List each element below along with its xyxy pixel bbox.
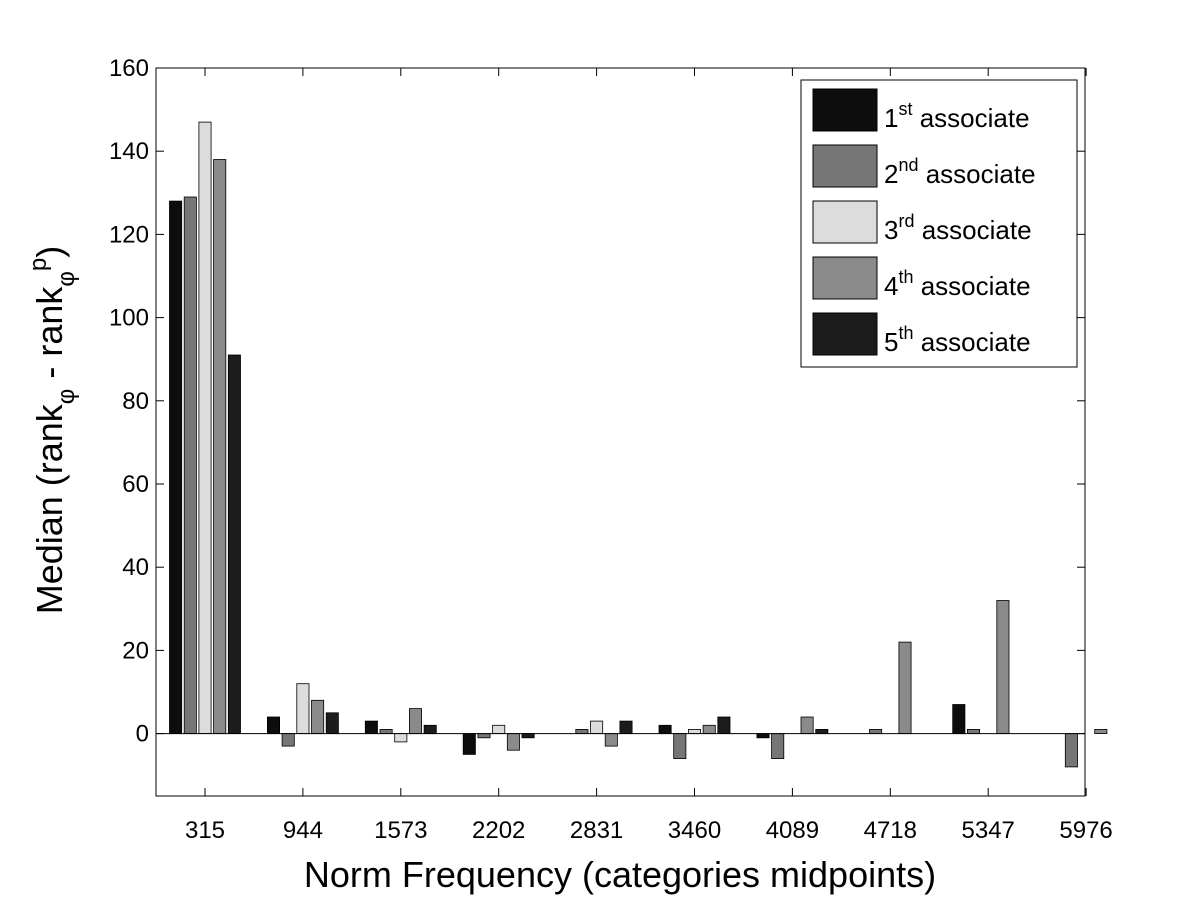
legend-swatch-2 bbox=[812, 144, 878, 188]
legend: 1st associate 2nd associate 3rd associate 4… bbox=[800, 79, 1078, 368]
bar-2-4089 bbox=[771, 733, 785, 759]
x-tick-label: 3460 bbox=[668, 817, 721, 844]
x-axis-title: Norm Frequency (categories midpoints) bbox=[304, 854, 936, 895]
y-tick-label: 0 bbox=[136, 721, 149, 748]
x-tick-label: 5347 bbox=[962, 817, 1015, 844]
bar-2-1573 bbox=[379, 729, 393, 735]
x-tick-label: 4089 bbox=[766, 817, 819, 844]
bar-3-3460 bbox=[688, 729, 702, 735]
bar-1-1573 bbox=[364, 720, 378, 734]
bar-1-944 bbox=[266, 716, 280, 735]
bar-2-5347 bbox=[967, 729, 981, 735]
bar-3-1573 bbox=[394, 733, 408, 743]
y-tick-label: 60 bbox=[122, 471, 149, 498]
bar-3-2831 bbox=[590, 720, 604, 734]
bar-4-2202 bbox=[506, 733, 520, 751]
y-tick-label: 40 bbox=[122, 554, 149, 581]
bar-5-3460 bbox=[717, 716, 731, 735]
plot-area bbox=[155, 67, 1086, 797]
bar-2-3460 bbox=[673, 733, 687, 759]
legend-label-2: 2nd associate bbox=[884, 155, 1036, 189]
y-axis-title-sub1: φ bbox=[53, 389, 80, 405]
y-axis-title-sub2: φ bbox=[53, 271, 80, 287]
bar-2-315 bbox=[183, 196, 197, 734]
y-axis-title-prefix: Median (rank bbox=[29, 403, 70, 614]
x-tick-label: 944 bbox=[283, 817, 323, 844]
bar-5-944 bbox=[325, 712, 339, 734]
y-axis-title: Median (rankφ - rankφp) bbox=[25, 246, 80, 615]
bar-1-3460 bbox=[658, 724, 672, 734]
x-tick-label: 4718 bbox=[864, 817, 917, 844]
bar-5-315 bbox=[227, 354, 241, 735]
bar-3-315 bbox=[198, 121, 212, 734]
legend-label-4: 4th associate bbox=[884, 267, 1031, 301]
y-tick-label: 120 bbox=[109, 221, 149, 248]
bar-2-2202 bbox=[477, 733, 491, 739]
y-tick-label: 160 bbox=[109, 55, 149, 82]
y-tick-label: 100 bbox=[109, 305, 149, 332]
bar-5-1573 bbox=[423, 724, 437, 734]
bar-1-2202 bbox=[462, 733, 476, 755]
bars-layer bbox=[156, 121, 1108, 768]
legend-label-1: 1st associate bbox=[884, 99, 1030, 133]
x-tick-label: 315 bbox=[185, 817, 225, 844]
x-tick-label: 2202 bbox=[472, 817, 525, 844]
bar-4-315 bbox=[213, 159, 227, 734]
y-tick-label: 80 bbox=[122, 388, 149, 415]
bar-5-4089 bbox=[815, 729, 829, 735]
bar-4-944 bbox=[311, 699, 325, 734]
legend-swatch-4 bbox=[812, 256, 878, 300]
bar-5-2202 bbox=[521, 733, 535, 739]
bar-4-2831 bbox=[604, 733, 618, 747]
legend-swatch-5 bbox=[812, 312, 878, 356]
bar-4-4089 bbox=[800, 716, 814, 735]
bar-5-2831 bbox=[619, 720, 633, 734]
bar-4-4718 bbox=[898, 641, 912, 734]
bar-4-5347 bbox=[996, 600, 1010, 735]
ticks-layer: 0 20 40 60 80 100 120 140 160 315 944 1573 2202 2831 3… bbox=[109, 55, 1113, 844]
x-tick-label: 5976 bbox=[1059, 817, 1112, 844]
bar-2-944 bbox=[281, 733, 295, 747]
y-tick-label: 140 bbox=[109, 138, 149, 165]
bar-4-5976 bbox=[1094, 729, 1108, 735]
x-tick-label: 2831 bbox=[570, 817, 623, 844]
bar-1-315 bbox=[169, 200, 183, 735]
bar-2-4718 bbox=[869, 729, 883, 735]
y-axis-title-middle: - rank bbox=[29, 286, 70, 389]
x-tick-label: 1573 bbox=[374, 817, 427, 844]
bar-2-5976 bbox=[1064, 733, 1078, 768]
bar-2-2831 bbox=[575, 729, 589, 735]
bar-3-2202 bbox=[492, 724, 506, 734]
y-axis-title-sup2: p bbox=[25, 258, 52, 271]
bar-4-1573 bbox=[408, 708, 422, 734]
y-axis-title-suffix: ) bbox=[29, 246, 70, 258]
legend-swatch-3 bbox=[812, 200, 878, 244]
y-tick-label: 20 bbox=[122, 637, 149, 664]
bar-1-4089 bbox=[756, 733, 770, 739]
bar-3-944 bbox=[296, 683, 310, 735]
bar-4-3460 bbox=[702, 724, 716, 734]
legend-label-5: 5th associate bbox=[884, 323, 1031, 357]
bar-1-5347 bbox=[952, 704, 966, 735]
legend-label-3: 3rd associate bbox=[884, 211, 1032, 245]
legend-swatch-1 bbox=[812, 88, 878, 132]
